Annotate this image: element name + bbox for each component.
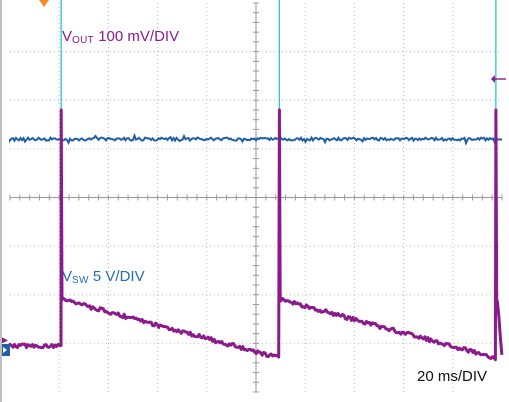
graticule bbox=[10, 3, 502, 392]
vout-ground-marker bbox=[2, 337, 8, 343]
vsw-label: VSW 5 V/DIV bbox=[62, 268, 145, 285]
trigger-marker bbox=[39, 0, 49, 7]
timebase-label: 20 ms/DIV bbox=[417, 368, 487, 385]
vout-ref-arrow-head bbox=[491, 75, 495, 83]
vout-label: VOUT 100 mV/DIV bbox=[62, 28, 179, 45]
plot-border bbox=[0, 0, 2, 402]
